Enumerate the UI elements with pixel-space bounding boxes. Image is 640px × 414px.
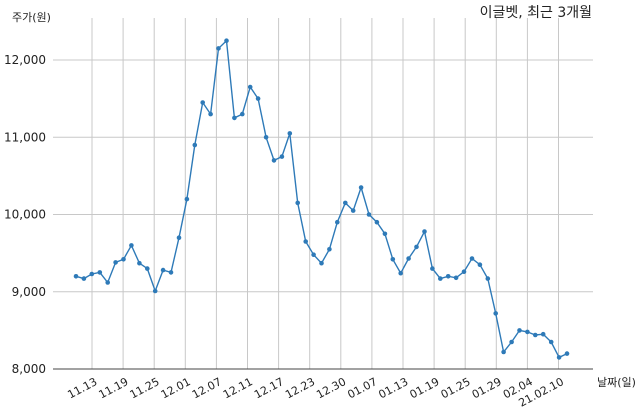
data-point <box>533 332 538 338</box>
data-point <box>406 256 411 261</box>
data-point <box>113 260 118 265</box>
data-point <box>97 270 103 275</box>
data-point <box>224 38 229 43</box>
x-tick-label: 12.30 <box>314 375 348 401</box>
data-point <box>121 257 126 262</box>
y-tick-label: 11,000 <box>4 130 46 144</box>
x-tick-label: 12.07 <box>190 375 224 401</box>
x-tick-label: 12.01 <box>159 375 193 401</box>
y-tick-label: 9,000 <box>12 285 46 299</box>
x-tick-label: 12.11 <box>221 375 255 401</box>
data-point <box>327 247 332 252</box>
data-point <box>279 154 285 159</box>
data-point <box>160 267 166 273</box>
data-point <box>287 131 293 136</box>
data-point <box>240 111 245 117</box>
x-tick-label: 11.19 <box>97 375 131 401</box>
data-point <box>89 271 95 277</box>
data-point <box>477 262 483 268</box>
x-tick-labels: 11.1311.1911.2512.0112.0712.1112.1712.23… <box>65 375 565 409</box>
data-point <box>184 196 190 202</box>
y-axis-label: 주가(원) <box>12 11 51 24</box>
data-point <box>398 270 404 276</box>
data-point <box>517 328 522 333</box>
data-point <box>382 231 388 237</box>
data-point <box>422 229 427 234</box>
data-point <box>105 280 110 285</box>
data-point <box>145 266 150 271</box>
data-point <box>335 219 340 225</box>
data-point <box>445 274 451 279</box>
data-point <box>255 96 261 101</box>
x-tick-label: 01.29 <box>470 375 504 401</box>
y-tick-label: 10,000 <box>4 208 46 222</box>
data-point <box>358 185 364 190</box>
data-point <box>374 219 380 225</box>
data-point <box>73 274 79 279</box>
chart-title: 이글벳, 최근 3개월 <box>480 5 592 21</box>
data-point <box>469 256 475 261</box>
x-tick-label: 01.07 <box>345 375 379 401</box>
data-point <box>247 84 253 90</box>
price-series <box>73 38 570 360</box>
data-point <box>176 235 182 240</box>
data-point <box>319 260 324 266</box>
data-point <box>311 252 316 257</box>
x-tick-label: 12.23 <box>283 375 317 401</box>
data-point <box>168 270 174 275</box>
data-point <box>81 276 87 281</box>
y-tick-label: 12,000 <box>4 53 46 67</box>
data-point <box>366 212 372 217</box>
y-tick-label: 8,000 <box>12 362 46 376</box>
data-point <box>152 288 158 294</box>
data-point <box>208 111 213 117</box>
data-point <box>525 329 530 335</box>
data-point <box>509 339 514 345</box>
data-point <box>263 135 269 140</box>
x-tick-label: 11.25 <box>128 375 162 401</box>
data-point <box>216 46 221 51</box>
data-point <box>137 260 142 266</box>
data-point <box>438 276 443 281</box>
data-point <box>540 331 546 337</box>
data-point <box>390 257 396 262</box>
x-tick-label: 01.19 <box>408 375 442 401</box>
data-point <box>548 339 554 345</box>
data-point <box>461 269 467 275</box>
x-axis-label: 날짜(일) <box>597 375 636 389</box>
data-point <box>556 355 562 360</box>
data-point <box>343 200 348 206</box>
data-point <box>192 142 198 148</box>
grid <box>53 18 593 369</box>
data-point <box>271 158 277 163</box>
data-point <box>303 239 309 244</box>
data-point <box>453 275 459 281</box>
data-point <box>129 243 134 248</box>
data-point <box>493 311 499 316</box>
data-point <box>232 115 237 121</box>
data-point <box>501 349 506 355</box>
data-point <box>485 276 491 281</box>
data-point <box>200 100 205 105</box>
data-point <box>430 266 435 271</box>
data-point <box>350 208 356 213</box>
x-tick-label: 12.17 <box>252 375 286 401</box>
data-point <box>295 200 301 206</box>
x-tick-label: 01.13 <box>376 375 410 401</box>
y-tick-labels: 8,000 9,000 10,000 11,000 12,000 <box>4 53 46 376</box>
data-point <box>414 244 419 250</box>
x-tick-label: 11.13 <box>65 375 99 401</box>
series-line <box>75 39 568 359</box>
data-point <box>564 351 570 356</box>
x-tick-label: 01.25 <box>439 375 473 401</box>
